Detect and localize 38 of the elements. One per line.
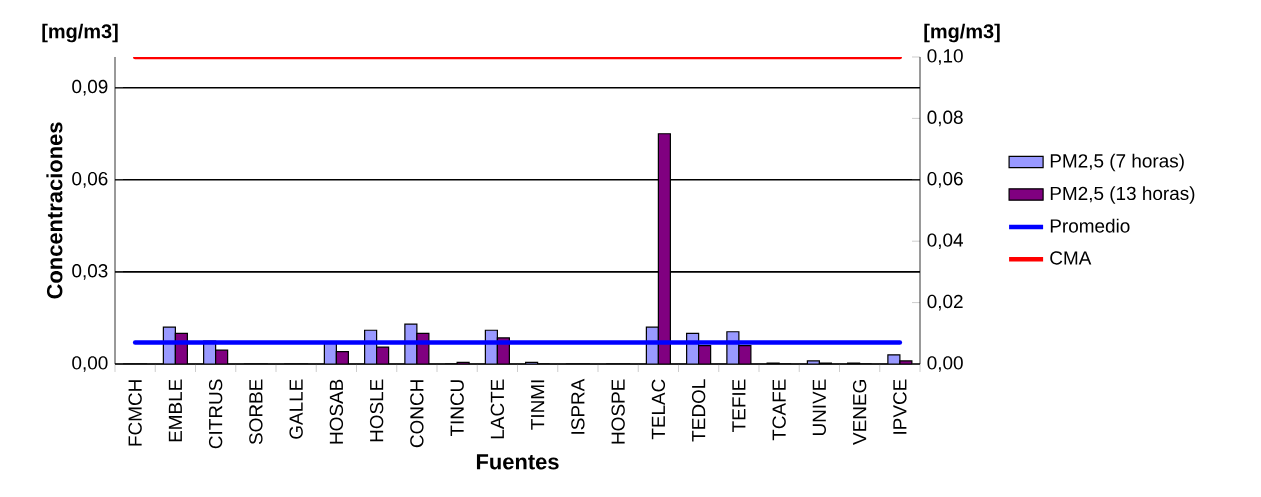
- x-tick-label: VENEG: [852, 380, 867, 445]
- x-tick-label: HOSPE: [611, 379, 625, 444]
- y2-tick-label: 0,02: [927, 294, 963, 311]
- x-tick-label: HOSAB: [329, 379, 344, 444]
- text: [mg/m3]: [42, 23, 118, 43]
- text: [mg/m3]: [924, 23, 1000, 43]
- x-tick-label: TELAC: [651, 379, 666, 440]
- x-tick-label: GALLE: [289, 379, 303, 439]
- x-tick-label: TINMI: [531, 380, 545, 430]
- x-tick-label: TEFIE: [732, 379, 746, 432]
- x-tick-label: LACTE: [490, 379, 505, 439]
- x-tick-label: CONCH: [410, 380, 424, 448]
- y2-tick-label: 0,06: [927, 171, 963, 188]
- x-tick-label: TCAFE: [772, 379, 786, 441]
- y-tick-label: 0,00: [72, 356, 108, 372]
- y-tick-label: 0,09: [72, 79, 108, 96]
- x-tick-label: CITRUS: [208, 379, 223, 449]
- legend-label: PM2,5 (7 horas): [1050, 153, 1184, 172]
- x-tick-label: EMBLE: [168, 379, 182, 442]
- legend-label: CMA: [1050, 251, 1092, 265]
- y2-tick-label: 0,10: [927, 49, 963, 65]
- legend-label: Promedio: [1050, 218, 1130, 233]
- x-tick-label: IPVCE: [893, 379, 907, 434]
- y2-tick-label: 0,00: [927, 356, 963, 372]
- x-tick-label: UNIVE: [812, 379, 826, 436]
- legend-label: PM2,5 (13 horas): [1050, 186, 1195, 204]
- y-tick-label: 0,06: [72, 171, 108, 188]
- x-tick-label: TINCU: [450, 380, 464, 437]
- x-axis-title: Fuentes: [476, 454, 559, 470]
- y-tick-label: 0,03: [72, 264, 108, 280]
- x-tick-label: HOSLE: [369, 379, 384, 442]
- y2-tick-label: 0,08: [927, 110, 963, 127]
- x-tick-label: FCMCH: [128, 380, 142, 446]
- x-tick-label: SORBE: [249, 379, 263, 445]
- y2-tick-label: 0,04: [927, 233, 963, 250]
- x-tick-label: TEDOL: [691, 379, 706, 442]
- y-axis-title: Concentraciones: [46, 122, 63, 299]
- x-tick-label: ISPRA: [571, 378, 585, 434]
